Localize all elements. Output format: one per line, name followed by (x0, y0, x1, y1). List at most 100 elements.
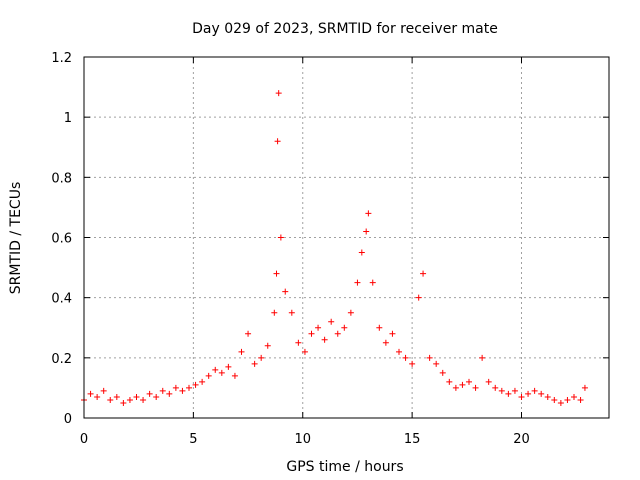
data-point (172, 384, 179, 391)
data-point (376, 324, 383, 331)
y-tick-label: 0 (64, 412, 72, 427)
data-point (334, 330, 341, 337)
y-tick-labels: 0 0.2 0.4 0.6 0.8 1 1.2 (51, 51, 72, 427)
data-point (525, 390, 532, 397)
y-tick-label: 0.8 (51, 171, 72, 186)
data-point (258, 354, 265, 361)
data-point (439, 369, 446, 376)
data-point (277, 234, 284, 241)
data-point (212, 366, 219, 373)
data-point (369, 279, 376, 286)
data-point (275, 90, 282, 97)
data-point (347, 309, 354, 316)
data-point (274, 138, 281, 145)
grid (84, 57, 609, 418)
x-tick-label: 5 (189, 432, 197, 447)
x-tick-label: 10 (294, 432, 311, 447)
data-point (341, 324, 348, 331)
y-tick-label: 1.2 (51, 51, 72, 66)
data-point (479, 354, 486, 361)
data-point (308, 330, 315, 337)
data-point (382, 339, 389, 346)
data-point (271, 309, 278, 316)
data-point (358, 249, 365, 256)
data-point (140, 396, 147, 403)
data-point (544, 393, 551, 400)
data-point (538, 390, 545, 397)
data-point (264, 342, 271, 349)
data-point (251, 360, 258, 367)
data-point (153, 393, 160, 400)
y-axis-label: SRMTID / TECUs (8, 182, 24, 295)
data-point (433, 360, 440, 367)
data-point (113, 393, 120, 400)
data-point (581, 384, 588, 391)
data-point (218, 369, 225, 376)
data-point (133, 393, 140, 400)
data-point (225, 363, 232, 370)
data-point (238, 348, 245, 355)
data-point (192, 381, 199, 388)
data-point (354, 279, 361, 286)
data-point (295, 339, 302, 346)
x-tick-label: 15 (404, 432, 421, 447)
data-point (126, 396, 133, 403)
y-tick-label: 0.6 (51, 232, 72, 247)
data-point (273, 270, 280, 277)
data-point (452, 384, 459, 391)
data-point (466, 378, 472, 385)
data-point (551, 396, 558, 403)
x-tick-label: 0 (80, 432, 88, 447)
data-point (315, 324, 322, 331)
data-point (231, 372, 238, 379)
data-points (81, 90, 588, 406)
data-point (409, 360, 416, 367)
data-point (87, 390, 94, 397)
data-point (100, 387, 107, 394)
data-point (94, 393, 101, 400)
data-point (199, 378, 206, 385)
data-point (557, 399, 564, 406)
data-point (498, 387, 505, 394)
data-point (363, 228, 370, 235)
data-point (511, 387, 518, 394)
data-point (301, 348, 308, 355)
data-point (518, 393, 525, 400)
plot-frame (83, 56, 610, 419)
data-point (321, 336, 328, 343)
data-point (571, 393, 577, 400)
data-point (245, 330, 252, 337)
data-point (426, 354, 433, 361)
data-point (288, 309, 295, 316)
y-tick-label: 0.4 (51, 292, 72, 307)
data-point (485, 378, 492, 385)
data-point (396, 348, 402, 355)
data-point (420, 270, 427, 277)
data-point (365, 210, 372, 217)
y-tick-label: 0.2 (51, 352, 72, 367)
data-point (186, 384, 192, 391)
data-point (492, 384, 499, 391)
data-point (166, 390, 173, 397)
data-point (402, 354, 409, 361)
data-point (505, 390, 512, 397)
data-point (577, 396, 584, 403)
data-point (328, 318, 335, 325)
data-point (205, 372, 212, 379)
x-tick-label: 20 (513, 432, 530, 447)
data-point (389, 330, 396, 337)
data-point (120, 399, 127, 406)
chart-title: Day 029 of 2023, SRMTID for receiver mat… (192, 21, 498, 37)
data-point (146, 390, 153, 397)
data-point (282, 288, 289, 295)
y-tick-label: 1 (64, 111, 72, 126)
data-point (107, 396, 114, 403)
data-point (459, 381, 466, 388)
data-point (531, 387, 538, 394)
x-axis-label: GPS time / hours (286, 459, 403, 475)
x-tick-labels: 0 5 10 15 20 (80, 432, 530, 447)
data-point (415, 294, 422, 301)
data-point (179, 387, 186, 394)
data-point (472, 384, 479, 391)
